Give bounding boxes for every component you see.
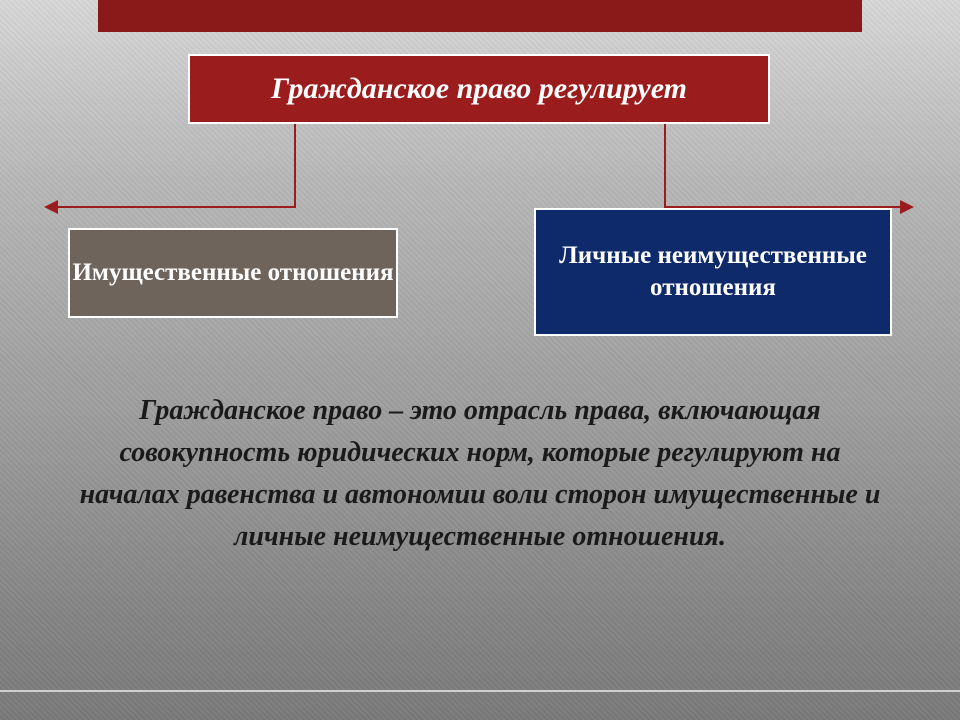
branch-box-left-text: Имущественные отношения — [72, 257, 393, 288]
top-accent-bar — [98, 0, 862, 32]
connector-vertical-left — [294, 124, 296, 208]
bottom-divider-line — [0, 690, 960, 692]
diagram-title-box: Гражданское право регулирует — [188, 54, 770, 124]
definition-text: Гражданское право – это отрасль права, в… — [80, 395, 881, 552]
arrowhead-right-icon — [900, 200, 914, 214]
arrowhead-left-icon — [44, 200, 58, 214]
branch-box-right: Личные неимущественные отношения — [534, 208, 892, 336]
branch-box-left: Имущественные отношения — [68, 228, 398, 318]
branch-box-right-text: Личные неимущественные отношения — [536, 240, 890, 305]
connector-vertical-right — [664, 124, 666, 208]
diagram-title-text: Гражданское право регулирует — [271, 72, 687, 106]
definition-paragraph: Гражданское право – это отрасль права, в… — [70, 390, 890, 558]
connector-horizontal-left — [58, 206, 296, 208]
